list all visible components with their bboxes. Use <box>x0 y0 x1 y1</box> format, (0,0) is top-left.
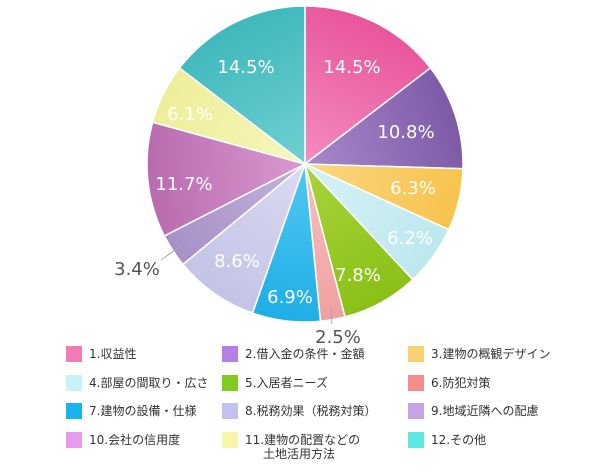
legend-swatch <box>408 346 424 362</box>
slice-label: 3.4% <box>114 259 160 280</box>
legend-swatch <box>66 346 82 362</box>
legend-label: 6.防犯対策 <box>431 375 490 390</box>
slice-label: 7.8% <box>335 265 381 286</box>
legend-swatch <box>222 432 238 448</box>
slice-label: 10.8% <box>377 122 434 143</box>
pie-slices <box>146 5 464 323</box>
legend-swatch <box>66 375 82 391</box>
slice-label: 6.3% <box>390 178 436 199</box>
slice-labels: 14.5% 10.8% 6.3% 6.2% 7.8% 2.5%6.9% 8.6% 3.4% 11… <box>114 57 436 348</box>
legend-label: 5.入居者ニーズ <box>245 375 328 390</box>
legend-label: 9.地域近隣への配慮 <box>431 403 538 418</box>
legend-label: 7.建物の設備・仕様 <box>89 403 196 418</box>
pie-slice <box>181 161 307 314</box>
leader-line <box>330 307 333 325</box>
legend-swatch <box>408 375 424 391</box>
slice-label: 14.5% <box>323 57 380 78</box>
leader-line <box>160 243 184 261</box>
legend-label: 11.建物の配置などの土地活用方法 <box>245 433 360 461</box>
legend-swatch <box>408 432 424 448</box>
legend-swatch <box>66 403 82 419</box>
legend-label: 2.借入金の条件・金額 <box>245 346 364 361</box>
slice-label: 6.9% <box>267 287 313 308</box>
slice-label: 11.7% <box>155 174 212 195</box>
legend-label: 12.その他 <box>431 433 486 447</box>
pie-slice <box>302 66 464 170</box>
slice-label: 2.5% <box>315 327 361 348</box>
legend-swatch <box>222 375 238 391</box>
legend-label: 10.会社の信用度 <box>89 432 180 447</box>
pie-slice <box>178 5 306 166</box>
legend: 1.収益性 2.借入金の条件・金額 3.建物の概観デザイン 4.部屋の間取り・広さ 5.… <box>66 346 550 461</box>
slice-label: 8.6% <box>214 251 260 272</box>
legend-swatch <box>408 403 424 419</box>
legend-label: 4.部屋の間取り・広さ <box>89 375 208 390</box>
leader-lines <box>160 243 333 325</box>
legend-swatch <box>222 403 238 419</box>
slice-label: 14.5% <box>217 57 274 78</box>
legend-label: 3.建物の概観デザイン <box>431 346 550 361</box>
slice-label: 6.2% <box>387 228 433 249</box>
legend-swatch <box>66 432 82 448</box>
pie-slice <box>304 5 432 166</box>
legend-swatch <box>222 346 238 362</box>
legend-label: 8.税務効果（税務対策） <box>245 403 376 418</box>
pie-slice <box>146 121 308 237</box>
slice-label: 6.1% <box>167 104 213 125</box>
legend-label: 1.収益性 <box>89 347 136 361</box>
